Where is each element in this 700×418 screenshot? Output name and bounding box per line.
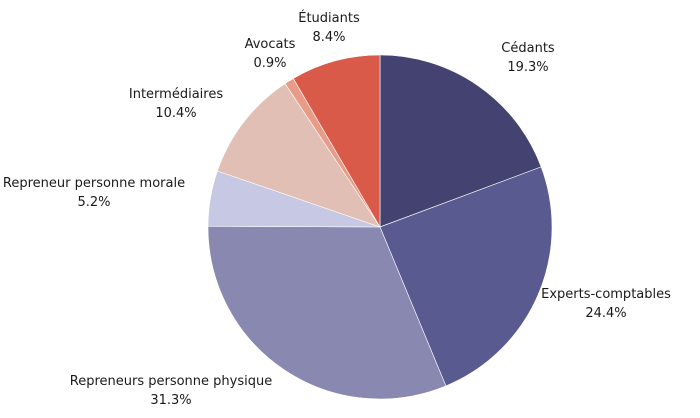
pie-slice-6 xyxy=(292,54,381,229)
slice-value-1: 24.4% xyxy=(585,306,626,321)
pie-slice-0 xyxy=(379,54,542,228)
pie-slices xyxy=(207,54,553,400)
slice-label-0: Cédants xyxy=(501,41,555,56)
slice-value-5: 0.9% xyxy=(253,56,286,71)
pie-slice-4 xyxy=(216,83,381,228)
slice-label-4: Intermédiaires xyxy=(129,87,223,102)
slice-value-0: 19.3% xyxy=(507,60,548,75)
slice-label-2: Repreneurs personne physique xyxy=(70,374,272,389)
slice-value-6: 8.4% xyxy=(312,30,345,45)
slice-label-3: Repreneur personne morale xyxy=(3,176,185,191)
pie-labels: Cédants 19.3% Experts-comptables 24.4% Repre… xyxy=(3,10,671,408)
slice-value-3: 5.2% xyxy=(77,195,110,210)
pie-slice-1 xyxy=(379,166,553,387)
pie-slice-2 xyxy=(207,225,447,400)
slice-value-4: 10.4% xyxy=(155,106,196,121)
slice-label-6: Étudiants xyxy=(298,10,360,26)
slice-label-5: Avocats xyxy=(245,37,296,52)
slice-value-2: 31.3% xyxy=(150,393,191,408)
slice-label-1: Experts-comptables xyxy=(541,287,671,302)
